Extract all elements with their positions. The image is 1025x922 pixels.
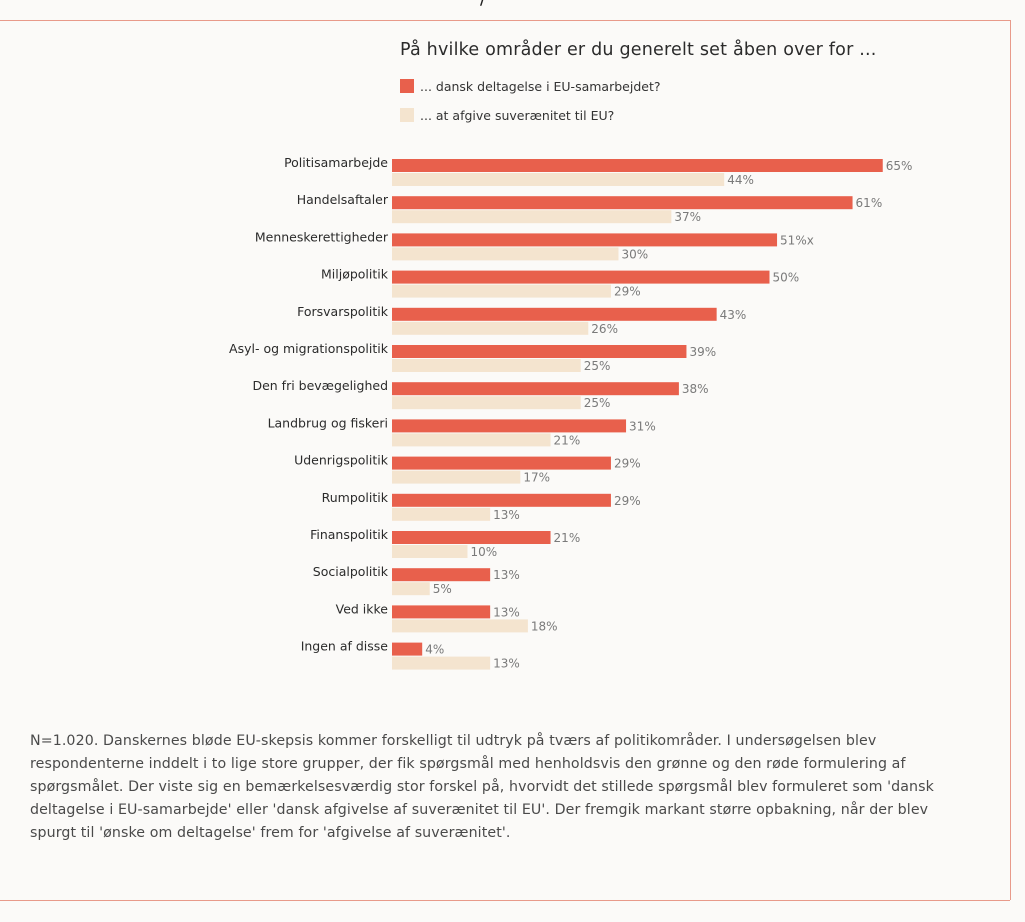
- category-label-asyl-og-migrationspolitik: Asyl- og migrationspolitik: [229, 341, 389, 356]
- category-label-ingen-af-disse: Ingen af disse: [301, 639, 389, 654]
- value-label-sovereignty-udenrigspolitik: 17%: [523, 471, 550, 485]
- bar-participation-socialpolitik: [392, 568, 491, 582]
- bar-sovereignty-handelsaftaler: [392, 210, 672, 224]
- value-label-participation-udenrigspolitik: 29%: [614, 457, 641, 471]
- bar-sovereignty-ved-ikke: [392, 619, 528, 633]
- value-label-participation-handelsaftaler: 61%: [856, 196, 883, 210]
- bar-participation-forsvarspolitik: [392, 307, 717, 321]
- category-label-rumpolitik: Rumpolitik: [322, 490, 389, 505]
- value-label-participation-finanspolitik: 21%: [554, 531, 581, 545]
- frame-top-border: [0, 20, 1010, 21]
- bar-participation-miljøpolitik: [392, 270, 770, 284]
- value-label-sovereignty-socialpolitik: 5%: [433, 582, 452, 596]
- category-label-forsvarspolitik: Forsvarspolitik: [297, 304, 389, 319]
- bar-sovereignty-rumpolitik: [392, 507, 491, 521]
- value-label-sovereignty-politisamarbejde: 44%: [727, 173, 754, 187]
- frame-right-border: [1010, 20, 1011, 900]
- legend-item-sovereignty: ... at afgive suverænitet til EU?: [400, 106, 614, 124]
- value-label-sovereignty-ingen-af-disse: 13%: [493, 657, 520, 671]
- bar-sovereignty-politisamarbejde: [392, 173, 725, 186]
- bar-sovereignty-landbrug-og-fiskeri: [392, 433, 551, 447]
- category-label-socialpolitik: Socialpolitik: [313, 564, 389, 579]
- bar-sovereignty-menneskerettigheder: [392, 247, 619, 261]
- bar-participation-den-fri-bevægelighed: [392, 382, 679, 396]
- value-label-sovereignty-rumpolitik: 13%: [493, 508, 520, 522]
- bar-sovereignty-finanspolitik: [392, 545, 468, 558]
- bar-sovereignty-miljøpolitik: [392, 284, 611, 298]
- bar-sovereignty-den-fri-bevægelighed: [392, 396, 581, 410]
- value-label-sovereignty-forsvarspolitik: 26%: [591, 322, 618, 336]
- bar-participation-politisamarbejde: [392, 159, 883, 172]
- bar-sovereignty-asyl-og-migrationspolitik: [392, 359, 581, 372]
- legend-item-participation: ... dansk deltagelse i EU-samarbejdet?: [400, 77, 660, 95]
- bar-chart: Politisamarbejde 65% 44% Handelsaftaler 61% 3…: [229, 155, 913, 671]
- chart-title: På hvilke områder er du generelt set åbe…: [400, 40, 877, 60]
- category-label-politisamarbejde: Politisamarbejde: [284, 155, 388, 170]
- category-label-finanspolitik: Finanspolitik: [310, 527, 389, 542]
- category-label-menneskerettigheder: Menneskerettigheder: [255, 229, 389, 244]
- value-label-sovereignty-ved-ikke: 18%: [531, 619, 558, 633]
- value-label-sovereignty-menneskerettigheder: 30%: [622, 247, 649, 261]
- bar-participation-handelsaftaler: [392, 196, 853, 210]
- legend-label-sovereignty: ... at afgive suverænitet til EU?: [420, 107, 615, 123]
- bar-sovereignty-forsvarspolitik: [392, 321, 589, 335]
- cut-off-heading-fragment: /: [480, 0, 486, 9]
- bar-participation-rumpolitik: [392, 493, 611, 507]
- value-label-sovereignty-asyl-og-migrationspolitik: 25%: [584, 359, 611, 373]
- category-label-landbrug-og-fiskeri: Landbrug og fiskeri: [268, 415, 388, 430]
- category-label-handelsaftaler: Handelsaftaler: [297, 192, 389, 207]
- bar-participation-ved-ikke: [392, 605, 491, 619]
- value-label-sovereignty-den-fri-bevægelighed: 25%: [584, 396, 611, 410]
- bar-sovereignty-ingen-af-disse: [392, 656, 491, 670]
- value-label-sovereignty-miljøpolitik: 29%: [614, 285, 641, 299]
- bar-participation-landbrug-og-fiskeri: [392, 419, 627, 433]
- value-label-participation-ingen-af-disse: 4%: [425, 643, 444, 657]
- value-label-sovereignty-finanspolitik: 10%: [471, 545, 498, 559]
- value-label-participation-asyl-og-migrationspolitik: 39%: [689, 345, 716, 359]
- value-label-participation-rumpolitik: 29%: [614, 494, 641, 508]
- value-label-participation-menneskerettigheder: 51%x: [780, 233, 814, 247]
- bar-sovereignty-udenrigspolitik: [392, 470, 521, 484]
- category-label-ved-ikke: Ved ikke: [336, 601, 389, 616]
- figure-caption: N=1.020. Danskernes bløde EU-skepsis kom…: [30, 733, 934, 841]
- legend-swatch-participation: [400, 79, 414, 93]
- category-label-miljøpolitik: Miljøpolitik: [321, 267, 389, 282]
- value-label-sovereignty-handelsaftaler: 37%: [674, 210, 701, 224]
- category-label-den-fri-bevægelighed: Den fri bevægelighed: [252, 378, 388, 393]
- category-label-udenrigspolitik: Udenrigspolitik: [294, 453, 389, 468]
- bar-sovereignty-socialpolitik: [392, 582, 430, 596]
- legend-label-participation: ... dansk deltagelse i EU-samarbejdet?: [420, 78, 661, 94]
- value-label-participation-ved-ikke: 13%: [493, 605, 520, 619]
- value-label-participation-forsvarspolitik: 43%: [720, 308, 747, 322]
- bar-participation-udenrigspolitik: [392, 456, 611, 470]
- value-label-participation-socialpolitik: 13%: [493, 568, 520, 582]
- value-label-participation-politisamarbejde: 65%: [886, 159, 913, 173]
- bar-participation-finanspolitik: [392, 531, 551, 544]
- value-label-participation-miljøpolitik: 50%: [773, 271, 800, 285]
- bar-participation-asyl-og-migrationspolitik: [392, 345, 687, 358]
- value-label-sovereignty-landbrug-og-fiskeri: 21%: [554, 433, 581, 447]
- bar-participation-menneskerettigheder: [392, 233, 778, 247]
- legend-swatch-sovereignty: [400, 108, 414, 122]
- value-label-participation-den-fri-bevægelighed: 38%: [682, 382, 709, 396]
- value-label-participation-landbrug-og-fiskeri: 31%: [629, 419, 656, 433]
- bar-participation-ingen-af-disse: [392, 642, 423, 656]
- frame-bottom-border: [0, 900, 1010, 901]
